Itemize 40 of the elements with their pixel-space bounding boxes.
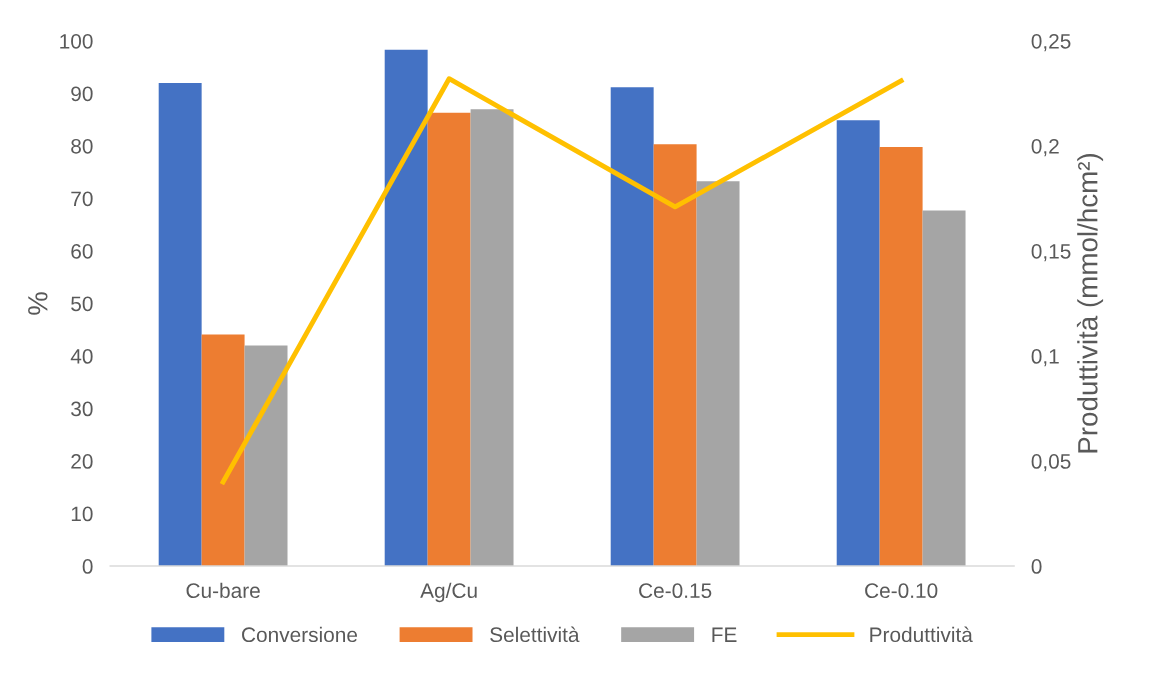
y-tick-label: 90 [71,86,93,102]
y2-axis-title: Produttività (mmol/hcm²) [1076,153,1104,453]
bar [384,49,428,567]
y-tick-label: 0 [82,559,93,574]
legend-label: FE [712,627,737,642]
legend-label: Conversione [242,626,358,643]
bar [922,210,966,567]
bar [879,147,923,567]
y2-tick-label: 0 [1031,559,1042,574]
bar [610,87,654,567]
y2-tick-label: 0,2 [1031,138,1059,157]
y2-tick-label: 0,05 [1031,454,1071,472]
bar [653,144,697,567]
legend-label: Produttività [870,626,973,643]
y-tick-label: 80 [71,138,93,154]
bar [696,181,740,567]
bar [158,82,202,567]
bar [470,109,514,567]
bar [836,120,880,567]
y-axis-title: % [28,292,48,315]
x-tick-label: Ag/Cu [420,582,477,603]
x-tick-label: Ce-0.15 [639,583,712,599]
y-tick-label: 50 [71,296,93,312]
x-tick-label: Ce-0.10 [865,583,938,599]
y-tick-label: 10 [71,506,93,522]
line-series [220,76,904,485]
legend-label: Selettività [490,626,580,643]
bar [427,112,471,567]
y2-tick-label: 0,25 [1031,33,1071,52]
y2-tick-label: 0,1 [1031,349,1059,367]
y-tick-label: 30 [71,401,93,417]
y-tick-label: 100 [60,33,93,49]
x-tick-label: Cu-bare [186,582,260,599]
bar [201,334,245,567]
y-tick-label: 20 [71,454,93,469]
y-tick-label: 40 [70,349,93,364]
y-tick-label: 70 [71,191,93,207]
bar [244,345,288,567]
y2-tick-label: 0,15 [1031,243,1071,262]
y-tick-label: 60 [71,243,93,259]
